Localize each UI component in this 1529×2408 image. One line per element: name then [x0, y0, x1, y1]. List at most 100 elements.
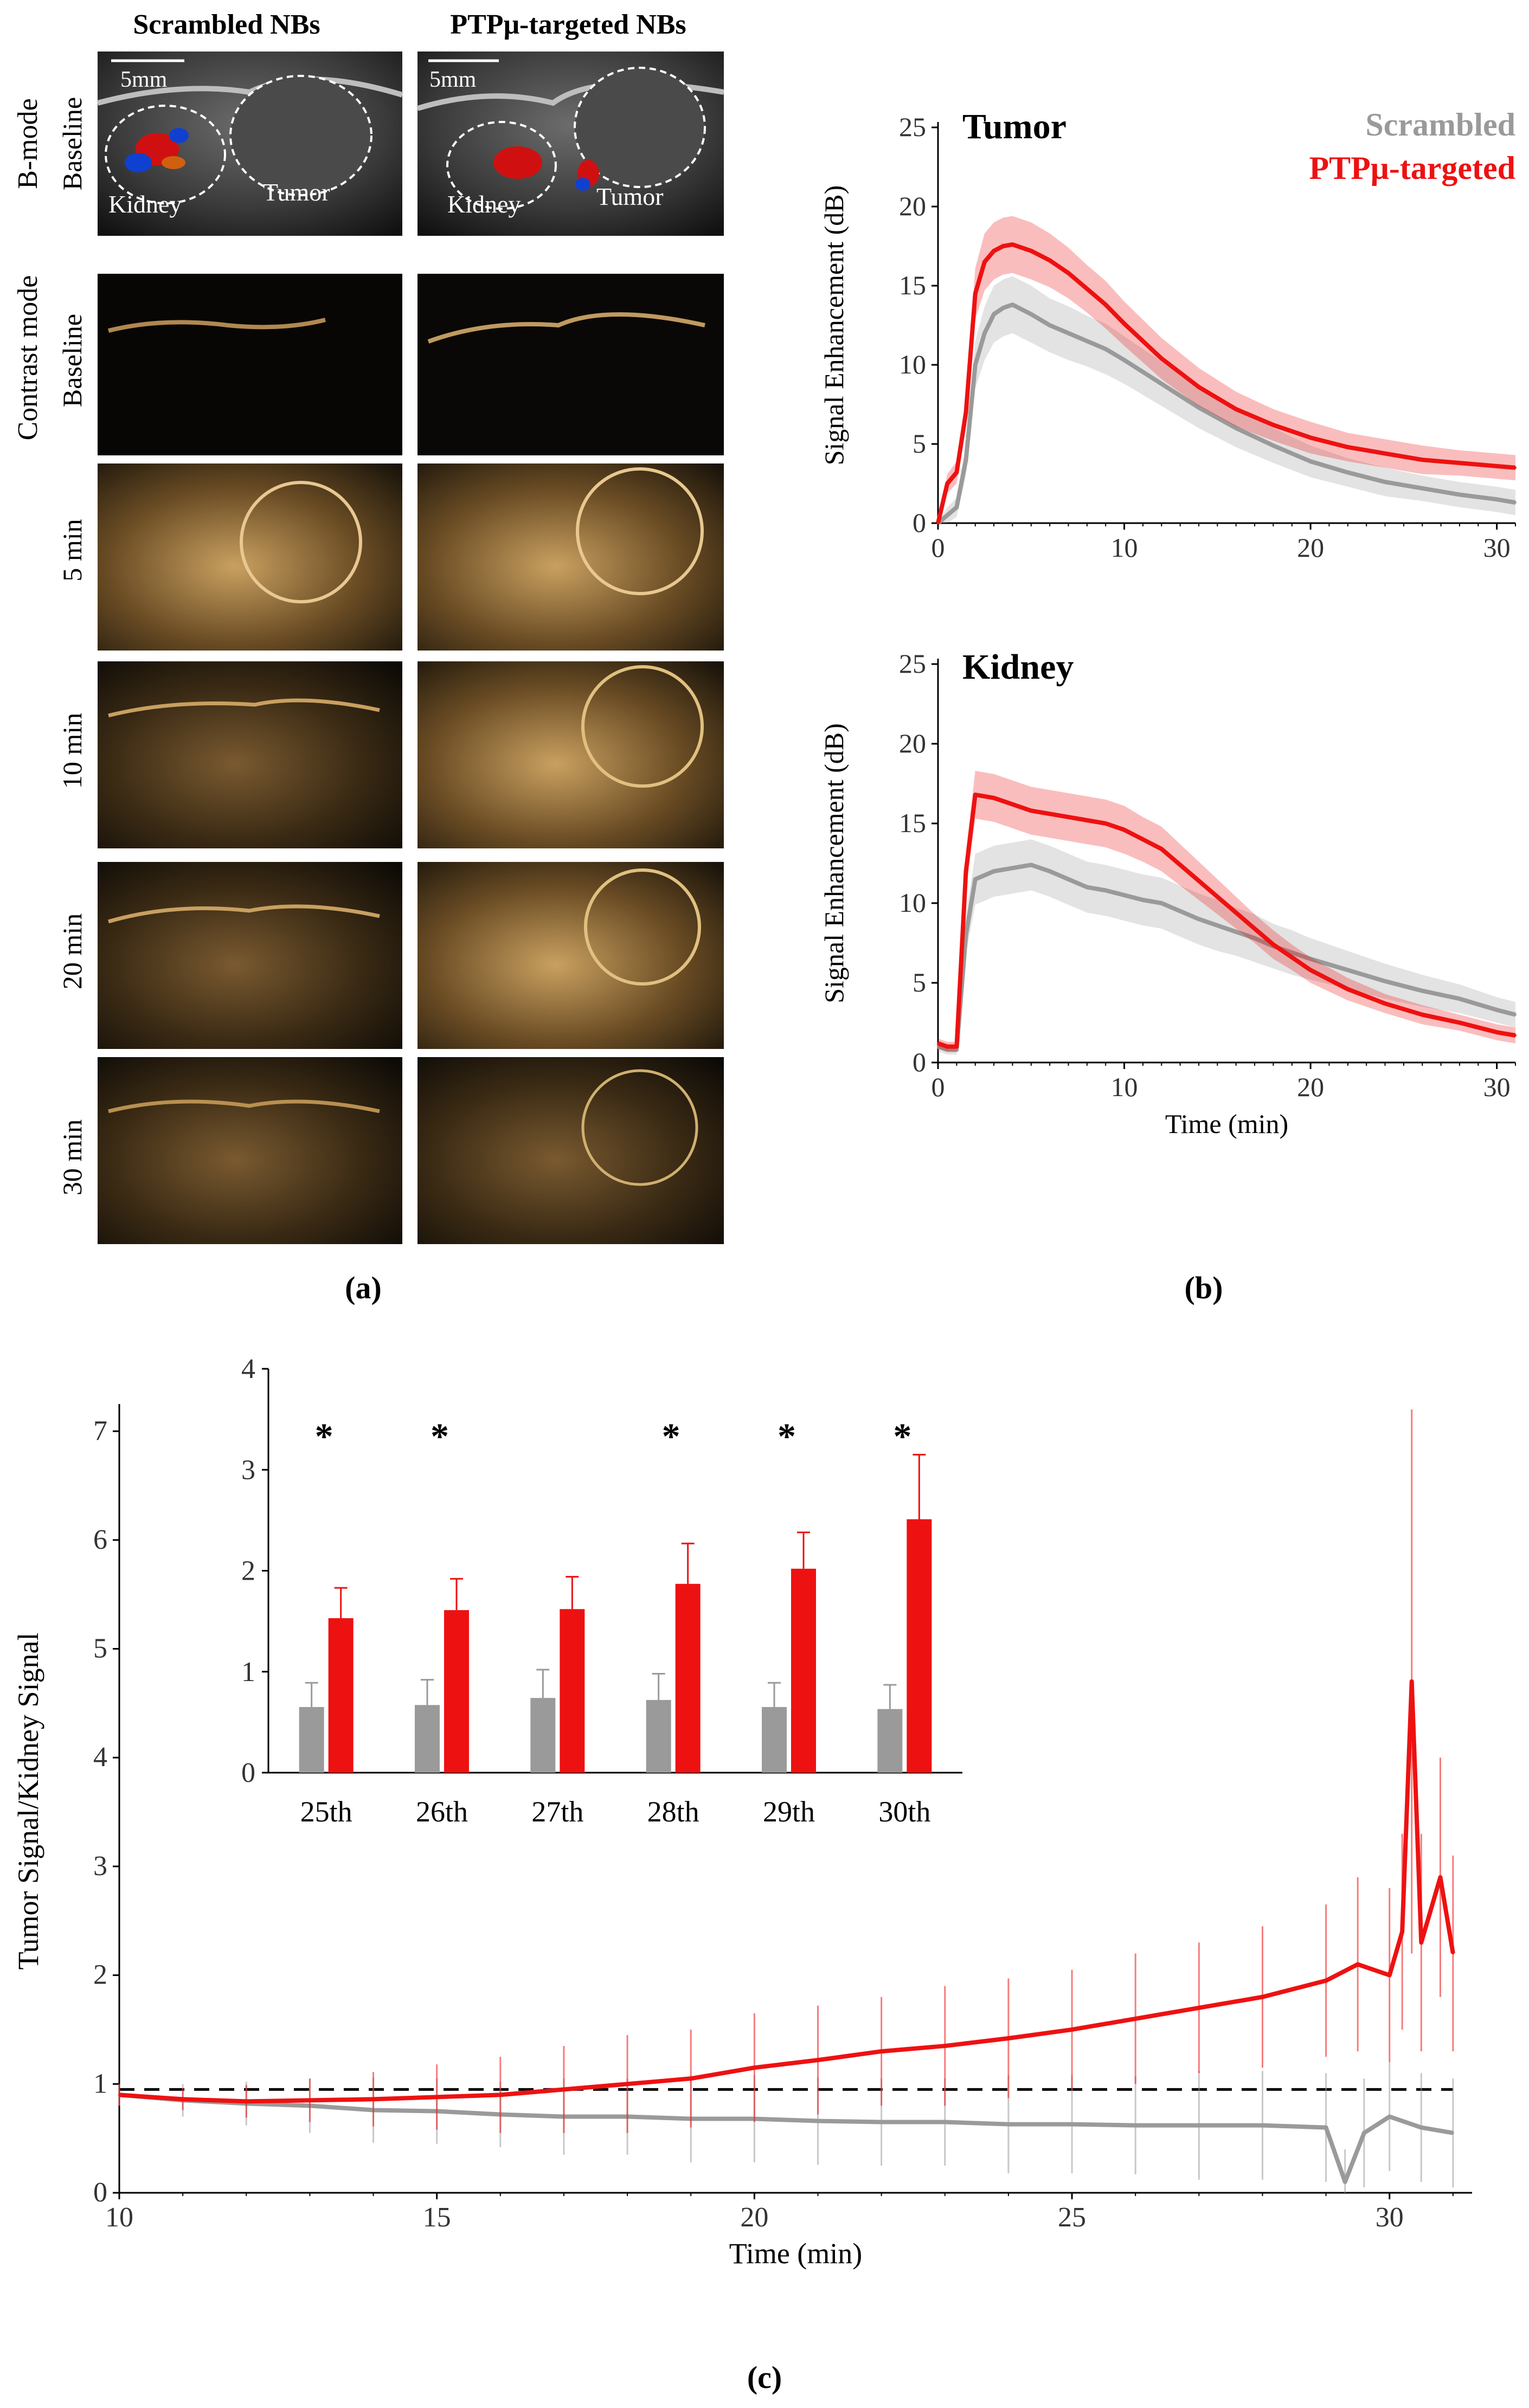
data-point: [1272, 444, 1275, 447]
panel-b-caption: (b): [1185, 1270, 1223, 1305]
error-band: [938, 216, 1515, 523]
data-point: [499, 2094, 502, 2096]
data-point: [1344, 2180, 1346, 2183]
data-point: [955, 1045, 958, 1048]
image-bmode-scrambled: 5mm Kidney Tumor: [97, 51, 403, 236]
y-tick-label: 5: [913, 967, 926, 997]
bar-scrambled: [646, 1699, 671, 1773]
data-point: [1141, 838, 1144, 841]
data-point: [1401, 1930, 1404, 1933]
data-point: [946, 1045, 949, 1048]
data-point: [1346, 969, 1349, 971]
y-tick-label: 1: [93, 2068, 107, 2099]
row-label-20min: 20 min: [57, 913, 87, 989]
data-point: [1141, 899, 1144, 902]
chart-title: Kidney: [962, 647, 1074, 687]
series-targeted: [937, 770, 1517, 1052]
bar-targeted: [791, 1568, 816, 1773]
data-point: [1451, 1952, 1454, 1955]
y-tick-label: 5: [913, 428, 926, 459]
inset-category-label: 29th: [763, 1795, 815, 1828]
significance-marker: *: [431, 1415, 449, 1457]
series-scrambled: [118, 2062, 1454, 2193]
y-axis-label: Signal Enhancement (dB): [819, 723, 849, 1003]
data-point: [182, 2098, 184, 2101]
y-tick-label: 20: [899, 191, 926, 221]
y-tick-label: 6: [93, 1524, 107, 1555]
data-point: [1421, 459, 1424, 461]
data-point: [937, 522, 939, 524]
series-scrambled: [937, 839, 1517, 1055]
inset-category-label: 27th: [531, 1795, 583, 1828]
data-point: [1388, 1974, 1391, 1976]
series-line: [936, 302, 1516, 525]
inset-category-label: 28th: [647, 1795, 699, 1828]
bar-scrambled: [299, 1707, 324, 1773]
x-tick-label: 10: [105, 2202, 133, 2233]
data-point: [1514, 1013, 1517, 1016]
x-tick-label: 0: [931, 1072, 945, 1102]
y-tick-label: 10: [899, 349, 926, 379]
data-point: [1007, 2037, 1010, 2040]
data-point: [993, 796, 995, 799]
panel-a-ultrasound-images: Scrambled NBs PTPμ-targeted NBs B-mode C…: [12, 9, 724, 1305]
data-point: [753, 2066, 756, 2069]
data-point: [1197, 879, 1200, 882]
column-header-targeted: PTPμ-targeted NBs: [450, 9, 686, 40]
bar-scrambled: [877, 1709, 903, 1773]
data-point: [1049, 870, 1051, 873]
x-axis-label: Time (min): [729, 2237, 863, 2270]
data-point: [1495, 498, 1498, 501]
y-tick-label: 3: [93, 1851, 107, 1882]
significance-marker: *: [893, 1415, 911, 1457]
x-tick-label: 20: [1297, 532, 1324, 563]
data-point: [1254, 928, 1256, 930]
data-point: [1216, 896, 1219, 898]
data-point: [1085, 340, 1088, 343]
series-targeted: [936, 216, 1517, 524]
data-point: [1272, 943, 1275, 946]
inset-y-tick-label: 3: [241, 1454, 255, 1485]
data-point: [118, 2094, 120, 2096]
data-point: [1104, 347, 1107, 350]
data-point: [1085, 287, 1088, 290]
data-point: [1363, 2132, 1365, 2134]
significance-marker: *: [778, 1415, 796, 1457]
y-tick-label: 25: [899, 112, 926, 142]
significance-marker: *: [662, 1415, 680, 1457]
data-point: [937, 1042, 939, 1045]
scale-bar-label: 5mm: [120, 67, 168, 92]
data-point: [1030, 864, 1032, 866]
y-tick-label: 20: [899, 728, 926, 758]
data-point: [1067, 332, 1070, 334]
data-point: [1197, 406, 1200, 409]
x-tick-label: 15: [423, 2202, 451, 2233]
data-point: [946, 514, 949, 517]
data-point: [1179, 910, 1181, 912]
data-point: [993, 870, 995, 873]
data-point: [1458, 997, 1461, 1000]
legend-entry-targeted: PTPμ-targeted: [1309, 150, 1515, 186]
data-point: [1357, 1963, 1359, 1966]
inset-y-tick-label: 4: [241, 1354, 255, 1385]
data-point: [690, 2077, 692, 2080]
scale-bar-label: 5mm: [429, 67, 477, 92]
data-point: [1030, 313, 1032, 316]
data-point: [1071, 2028, 1074, 2031]
data-point: [1495, 1008, 1498, 1011]
data-point: [1254, 937, 1256, 939]
data-point: [974, 878, 976, 880]
x-tick-label: 10: [1111, 1072, 1138, 1102]
x-tick-label: 10: [1111, 532, 1138, 563]
data-point: [955, 1048, 958, 1051]
kidney-label: Kidney: [108, 190, 182, 218]
data-point: [880, 2050, 883, 2053]
y-axis-label: Tumor Signal/Kidney Signal: [12, 1632, 44, 1969]
y-tick-label: 4: [93, 1742, 107, 1773]
data-point: [1325, 1979, 1327, 1982]
data-point: [880, 2121, 883, 2123]
data-point: [1197, 918, 1200, 920]
y-tick-label: 0: [913, 1047, 926, 1077]
data-point: [1067, 878, 1070, 880]
